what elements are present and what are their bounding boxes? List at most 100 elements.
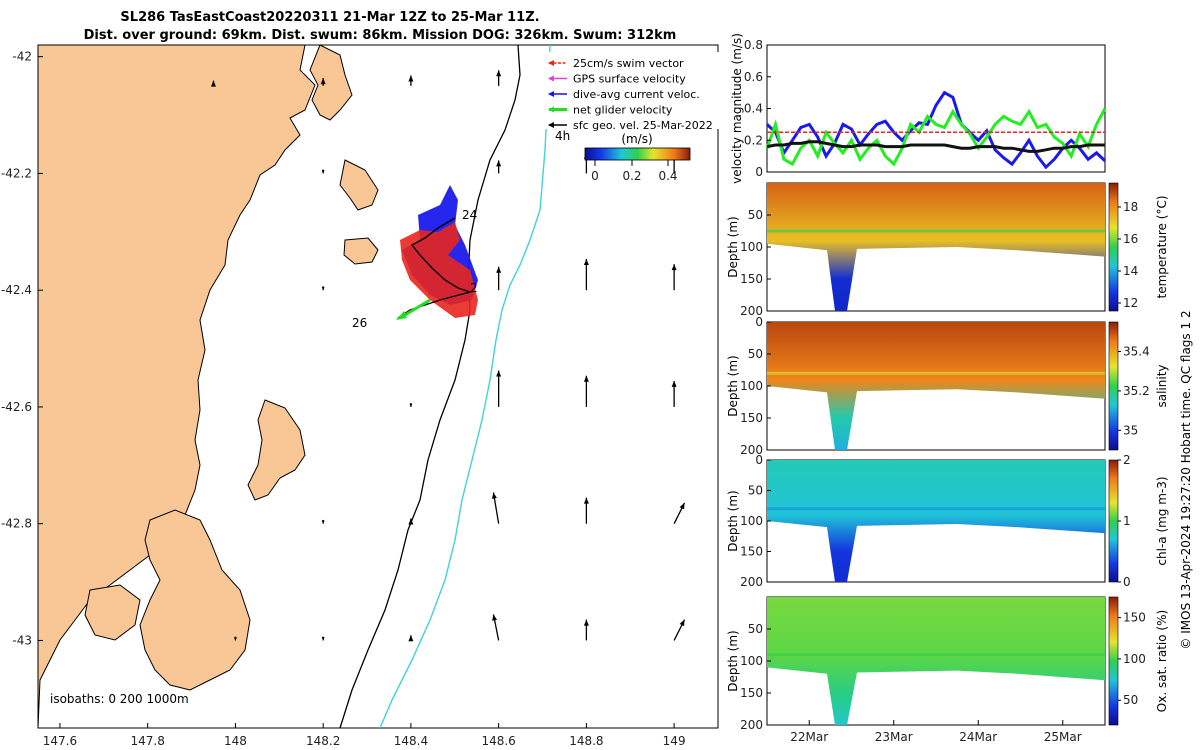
track-day-label: 26 [352,316,367,330]
geo-vector-arrow [321,169,325,174]
track-line [397,217,473,319]
geo-vector-arrow [673,619,686,641]
geo-vector-arrow [671,264,677,291]
title-line-1: SL286 TasEastCoast20220311 21-Mar 12Z to… [120,10,539,25]
section-y-tick-label: 100 [740,654,763,668]
legend-item: GPS surface velocity [548,73,686,86]
section-colorbar [1108,459,1119,583]
colorbar-tick-label: 2 [1123,453,1131,467]
colorbar-tick-label: 12 [1123,296,1138,310]
colorbar-tick-label: 35.2 [1123,384,1150,398]
time-tick-label: 23Mar [875,730,913,744]
section-data-fill [767,322,1105,450]
geo-vector-arrow [583,497,589,524]
colorbar-tick-label: 0 [1123,575,1131,589]
geo-vector-arrow [408,518,414,525]
footer-credit: © IMOS 13-Apr-2024 19:27:20 Hobart time.… [1179,310,1193,649]
legend-label: sfc geo. vel. 25-Mar-2022 [573,119,713,132]
geo-vector-arrow [671,380,677,407]
section-y-tick-label: 150 [740,272,763,286]
schouten-island [343,237,379,265]
freycinet-peninsula [309,45,353,121]
section-y-label: Depth (m) [726,216,740,277]
colorbar-label: Ox. sat. ratio (%) [1155,610,1169,712]
legend-item: net glider velocity [548,104,673,117]
colorbar-tick-label: 0 [591,169,599,183]
legend-item: dive-avg current veloc. [548,88,700,101]
velocity-y-tick-label: 0.2 [744,133,763,147]
geo-vector-arrow [583,258,589,291]
colorbar-label: chl-a (mg m-3) [1155,476,1169,565]
section-y-tick-label: 50 [748,208,763,222]
geo-vector-arrow [321,636,325,641]
section-y-label: Depth (m) [726,355,740,416]
colorbar-label: salinity [1155,364,1169,407]
forestier-peninsula [139,509,251,691]
swim-vector-patch [400,222,478,318]
section-data-fill [767,183,1105,311]
legend-label: 25cm/s swim vector [573,57,684,70]
legend-box [543,52,728,129]
section-y-tick-label: 200 [740,575,763,589]
geo-vector-arrow [496,266,502,291]
geo-vector-arrow [496,70,502,86]
time-tick-label: 24Mar [959,730,997,744]
time-axis: 22Mar 23Mar 24Mar 25Mar [790,720,1082,744]
section-panel-3: 0 50 100 150 200 Depth (m) 0 1 2 chl-a (mg m-3) [726,453,1169,589]
geo-vector-arrow [408,635,414,642]
velocity-y-tick-label: 0 [755,165,763,179]
map-x-tick-label: 148.4 [394,734,428,748]
colorbar-bar [584,147,691,161]
velocity-series-line [765,90,1107,170]
velocity-y-tick-label: 0.4 [744,102,763,116]
section-y-tick-label: 100 [740,240,763,254]
section-y-tick-label: 200 [740,718,763,732]
geo-vector-arrow [492,614,500,641]
map-x-tick-label: 147.8 [130,734,164,748]
section-y-tick-label: 50 [748,347,763,361]
section-y-tick-label: 150 [740,545,763,559]
section-y-tick-label: 100 [740,379,763,393]
legend-label: GPS surface velocity [573,73,686,86]
tasman-island [84,584,141,641]
velocity-series-line [765,107,1107,167]
colorbar-label: temperature (°C) [1155,196,1169,299]
section-data-fill [767,597,1105,725]
section-y-tick-label: 150 [740,686,763,700]
velocity-y-tick-label: 0.8 [744,38,763,52]
red-arrow-icon [548,60,567,66]
colorbar-tick-label: 100 [1123,652,1146,666]
map-x-tick-label: 149 [663,734,686,748]
freycinet-tip [339,159,379,211]
map-y-tick-label: -42 [12,50,32,64]
velocity-series-line [766,140,1105,153]
map-y-tick-label: -42.4 [1,283,32,297]
geo-vector-arrow [491,492,500,524]
geo-vector-arrow [583,619,589,641]
map-x-tick-label: 148.6 [481,734,515,748]
section-y-label: Depth (m) [726,630,740,691]
map-x-tick-label: 147.6 [43,734,77,748]
blue-arrow-icon [548,91,567,97]
section-y-tick-label: 50 [748,484,763,498]
section-panel-2: 0 50 100 150 200 Depth (m) 35 35.2 35.4 salinity [726,315,1169,457]
map-x-tick-label: 148.8 [569,734,603,748]
section-y-tick-label: 200 [740,304,763,318]
colorbar-tick-label: 35 [1123,423,1138,437]
geo-vector-arrow [210,80,216,87]
section-y-tick-label: 100 [740,514,763,528]
section-y-label: Depth (m) [726,490,740,551]
legend-label: net glider velocity [573,104,673,117]
velocity-y-tick-label: 0.6 [744,70,763,84]
section-panel-4: 50 100 150 200 Depth (m) 50 100 150 Ox. sat. rat… [726,596,1169,732]
map-y-tick-label: -43 [12,633,32,647]
geo-vector-arrow [409,403,413,407]
geo-vector-arrow [321,519,325,524]
isobaths-label: isobaths: 0 200 1000m [50,692,189,706]
colorbar-tick-label: 150 [1123,611,1146,625]
map-panel: 24 26 2 4h 25cm/s swim vector GPS surface ve… [1,44,728,748]
map-x-tick-label: 148 [224,734,247,748]
colorbar-tick-label: 14 [1123,264,1138,278]
